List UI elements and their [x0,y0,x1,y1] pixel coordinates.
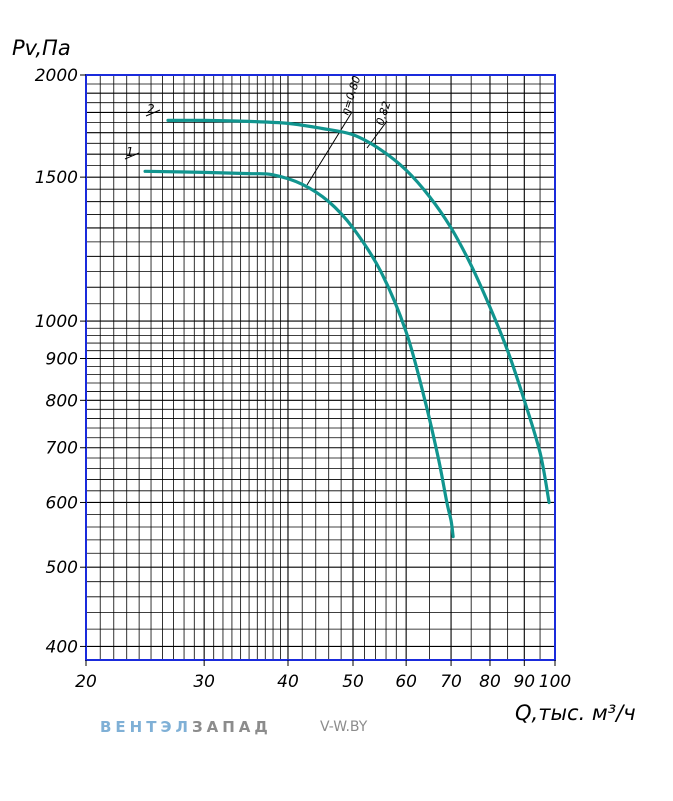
series-line-1 [143,169,455,539]
efficiency-line-080 [306,111,353,186]
plot-frame [85,74,556,661]
series-1-label: 1 [126,145,134,159]
x-tick-label: 20 [75,672,97,692]
x-tick-label: 50 [342,672,364,692]
efficiency-label-082: 0.82 [373,100,393,127]
x-axis-title: Q,тыс. м³/ч [515,701,636,725]
y-tick-label: 800 [46,391,78,411]
series-2-leader [145,109,161,117]
series-labels: 1 2 [124,102,161,160]
watermark-part2: ЗАПАД [191,718,272,736]
y-tick-label: 2000 [35,66,78,86]
x-tick-label: 90 [513,672,535,692]
y-tick-label: 600 [46,493,78,513]
y-tick-label: 400 [46,637,78,657]
y-tick-label: 500 [46,558,78,578]
efficiency-label-080: η=0.80 [338,74,363,117]
watermark-part1: ВЕНТЭЛ [100,718,192,736]
watermark-url: V-W.BY [320,719,368,735]
x-tick-label: 30 [193,672,215,692]
series-line-2 [166,118,551,505]
y-tick-label: 1500 [35,168,78,188]
horizontal-grid [86,83,555,647]
x-tick-label: 60 [395,672,417,692]
x-tick-label: 100 [539,672,571,692]
x-tick-labels: 20 30 40 50 60 70 80 90 100 [75,660,571,692]
x-tick-label: 40 [277,672,299,692]
y-tick-label: 1000 [35,312,78,332]
series-2-label: 2 [147,102,155,116]
x-tick-label: 80 [479,672,501,692]
series-1-leader [124,152,140,160]
y-tick-labels: 2000 1500 1000 900 800 700 600 500 400 [35,66,86,657]
x-tick-label: 70 [440,672,462,692]
y-tick-label: 900 [46,350,78,370]
series-group [143,118,551,539]
y-tick-label: 700 [46,439,78,459]
watermark-brand: ВЕНТЭЛЗАПАД [100,718,272,736]
y-axis-title: Pv,Па [12,36,71,60]
